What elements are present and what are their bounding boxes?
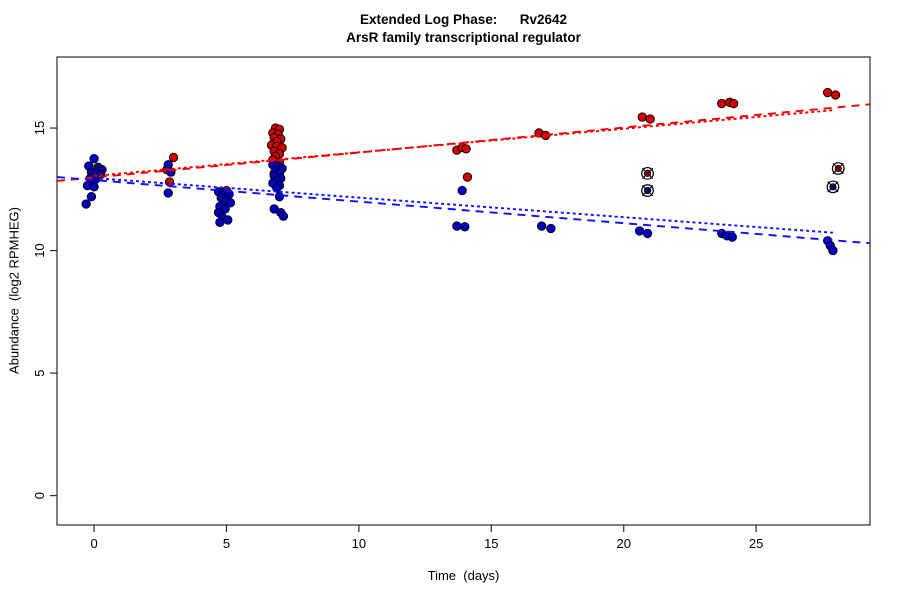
y-tick-label: 5 [32,369,47,376]
blue-point [727,232,737,242]
red-point [830,90,841,100]
blue-point [828,245,838,256]
blue-point [536,221,547,231]
y-tick-label: 15 [32,121,47,135]
flagged-blue-day28-cross [827,181,839,193]
blue-point [642,228,653,239]
flagged-red-day28-cross [832,162,844,175]
blue-point [163,188,173,198]
red-point [645,114,655,124]
blue-point [225,198,236,208]
blue-point [278,211,289,221]
red-point [717,98,727,109]
x-tick-label: 5 [223,536,230,551]
flagged-red-day28-ring [831,162,845,175]
x-tick-label: 15 [484,536,498,551]
red-fit-dashed [56,103,871,182]
flagged-red-day21-ring [641,166,654,180]
blue-point [86,192,97,202]
flagged-blue-day21-cross [641,184,654,197]
x-tick-label: 25 [749,536,763,551]
red-point [637,112,647,122]
blue-point [457,185,467,196]
plot-title-gene: Extended Log Phase: Rv2642 [359,12,568,27]
flagged-red-day21-cross [641,167,654,180]
blue-point [89,154,99,164]
red-point [168,152,179,163]
blue-point [274,192,285,202]
blue-point [272,183,282,193]
blue-point [452,221,462,231]
x-axis-label: Time (days) [427,568,500,583]
blue-point [546,223,556,234]
y-axis-label: Abundance (log2 RPMHEG) [6,207,22,374]
blue-point [89,182,99,192]
blue-point [81,199,91,209]
blue-point [223,215,233,225]
y-tick-label: 0 [32,492,47,499]
red-point [728,98,739,109]
flagged-blue-day21-ring [641,184,654,197]
x-tick-label: 10 [352,536,366,551]
red-point [164,177,175,187]
flagged-blue-day28-ring [826,180,840,194]
x-tick-label: 0 [90,536,97,551]
red-fit-dotted [93,109,834,177]
x-tick-label: 20 [616,536,630,551]
blue-point [634,226,645,236]
blue-point [215,217,225,228]
open-circle-day0 [91,165,105,179]
plot-box [56,56,871,526]
red-point [461,144,471,154]
blue-point [460,222,470,232]
y-tick-label: 10 [32,243,47,257]
red-point [462,172,473,182]
plot-subtitle-description: ArsR family transcriptional regulator [346,30,581,45]
blue-fit-dashed [56,176,871,245]
red-point [822,87,833,98]
